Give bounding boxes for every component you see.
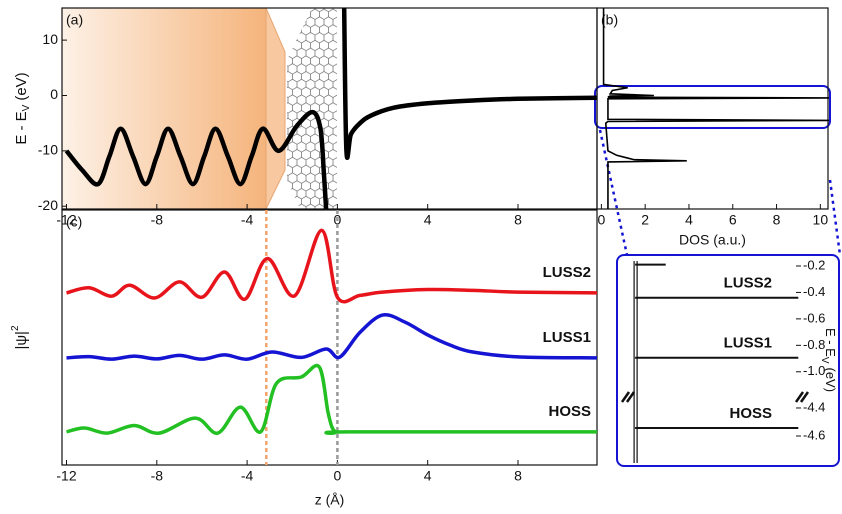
- y-tick-label: -0.8: [803, 337, 825, 352]
- substrate-side: [265, 7, 286, 210]
- zoom-link: [828, 179, 842, 256]
- plot-frame: [596, 7, 829, 210]
- y-axis-label-unit: (eV): [823, 368, 838, 393]
- y-tick-label: -4.4: [803, 399, 825, 414]
- graphene-layer: [287, 8, 337, 209]
- y-axis-label-main: E - E: [823, 328, 838, 357]
- x-tick-label: 4: [685, 212, 693, 228]
- zoom-box: [594, 85, 831, 129]
- x-tick-label: 0: [597, 212, 605, 228]
- axis-break: [620, 391, 631, 403]
- x-tick-label: 10: [813, 212, 829, 228]
- decor: [62, 7, 842, 467]
- x-tick-label: 4: [424, 212, 432, 228]
- x-tick-label: 8: [773, 212, 781, 228]
- y-tick-label: -4.6: [803, 427, 825, 442]
- curve: [64, 7, 598, 210]
- y-axis-label: |ψ|2: [10, 325, 30, 350]
- y-axis-label-main: E - E: [13, 111, 30, 144]
- dos-line: [602, 8, 830, 209]
- curve: [66, 312, 598, 361]
- panel-label: (a): [66, 12, 83, 28]
- y-tick-label: -0.6: [803, 310, 825, 325]
- zoom-link: [598, 129, 629, 256]
- series-label: HOSS: [548, 403, 591, 420]
- y-axis-label: E - EV (eV): [819, 328, 837, 392]
- x-axis-label: DOS (a.u.): [679, 232, 746, 248]
- x-tick-label: 8: [514, 468, 522, 484]
- level-label: LUSS1: [724, 335, 772, 352]
- x-tick-label: 6: [729, 212, 737, 228]
- panel-label: (c): [66, 214, 82, 230]
- y-axis-label-main: |ψ|: [13, 331, 30, 350]
- level-label: HOSS: [729, 405, 772, 422]
- y-tick-label: -20: [38, 197, 58, 213]
- y-tick-label: -10: [38, 142, 58, 158]
- series-label: LUSS2: [543, 264, 591, 281]
- x-tick-label: -12: [56, 468, 76, 484]
- inset-border: [616, 254, 840, 467]
- series-label: LUSS1: [543, 329, 591, 346]
- y-tick-label: 0: [50, 86, 58, 102]
- x-tick-label: -4: [241, 468, 254, 484]
- y-axis-label-sub: V: [21, 104, 32, 111]
- x-tick-label: 2: [641, 212, 649, 228]
- x-tick-label: -8: [151, 212, 164, 228]
- axis-break: [799, 391, 810, 403]
- y-axis-label-sub: V: [819, 357, 830, 364]
- x-tick-label: 4: [424, 468, 432, 484]
- level-label: LUSS2: [724, 275, 772, 292]
- y-axis-label-unit: (eV): [13, 72, 30, 100]
- axis-break: [794, 391, 805, 403]
- panel-label: (b): [601, 12, 618, 28]
- curve: [66, 363, 597, 435]
- y-tick-label: -1.0: [803, 363, 825, 378]
- x-axis-label: z (Å): [315, 492, 345, 508]
- x-tick-label: 0: [334, 468, 342, 484]
- y-tick-label: -0.2: [803, 257, 825, 272]
- y-axis-label: E - EV (eV): [13, 72, 32, 144]
- x-tick-label: -8: [151, 468, 164, 484]
- plot-frame: [61, 209, 598, 466]
- substrate-slab: [62, 8, 266, 209]
- curve: [66, 228, 598, 304]
- y-axis-label-sup: 2: [10, 325, 21, 331]
- axis-break: [625, 391, 636, 403]
- y-tick-label: -0.4: [803, 284, 825, 299]
- y-tick-label: 10: [42, 31, 58, 47]
- x-tick-label: 8: [514, 212, 522, 228]
- x-tick-label: -4: [241, 212, 254, 228]
